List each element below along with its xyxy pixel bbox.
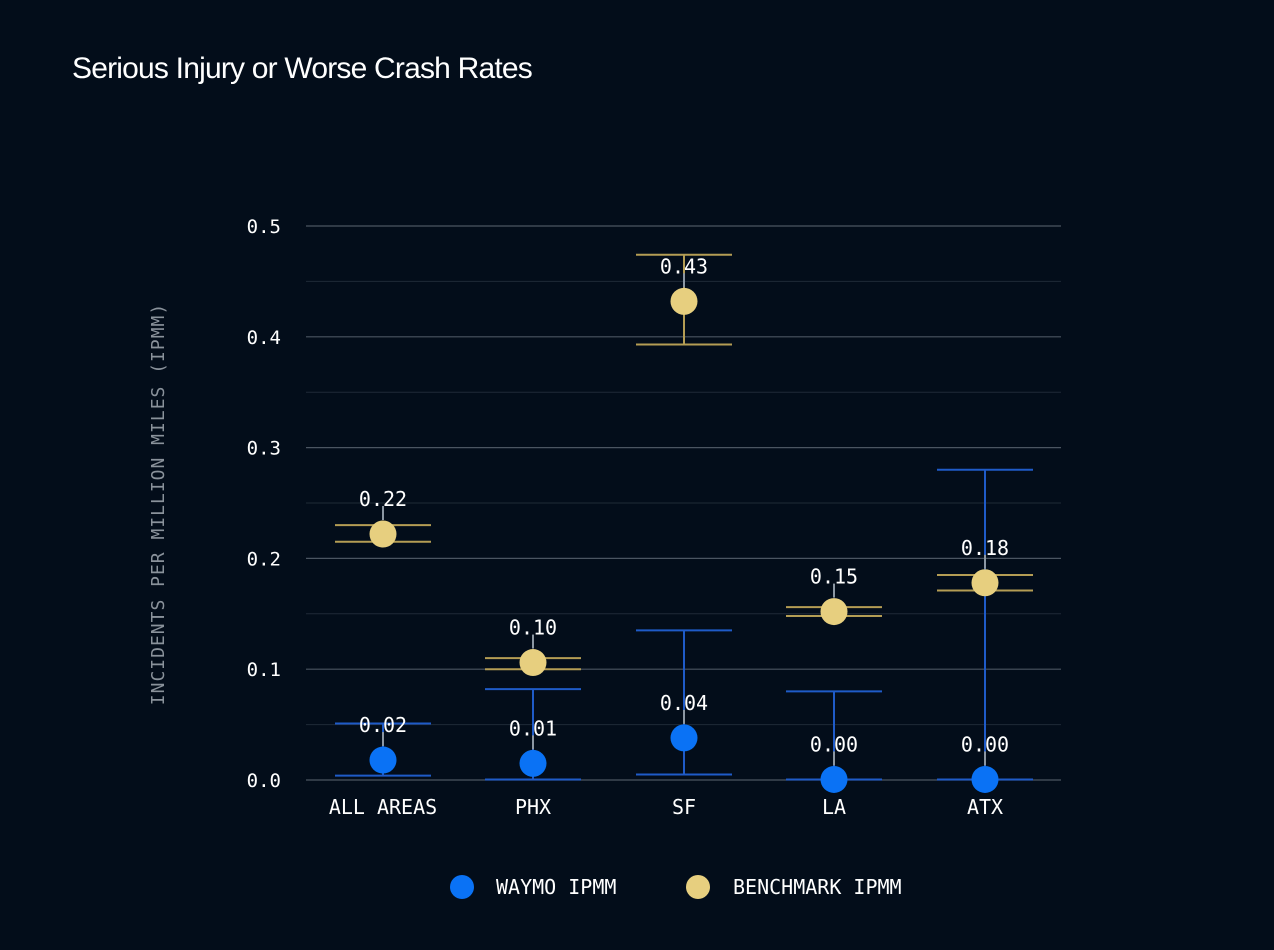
benchmark-value-label: 0.18 xyxy=(961,536,1009,560)
y-axis-ticks: 0.0 0.1 0.2 0.3 0.4 0.5 xyxy=(247,216,281,792)
benchmark-point xyxy=(670,287,698,315)
legend: WAYMO IPMM BENCHMARK IPMM xyxy=(450,875,902,899)
waymo-value-label: 0.02 xyxy=(359,713,407,737)
benchmark-value-label: 0.15 xyxy=(810,565,858,589)
benchmark-point xyxy=(971,569,999,597)
benchmark-point xyxy=(820,598,848,626)
x-tick-label: ALL AREAS xyxy=(329,795,437,819)
x-tick-label: LA xyxy=(822,795,846,819)
legend-marker-waymo xyxy=(450,875,474,899)
benchmark-point xyxy=(519,649,547,677)
waymo-value-label: 0.00 xyxy=(961,732,1009,756)
y-tick-label: 0.2 xyxy=(247,548,281,570)
benchmark-point xyxy=(369,520,397,548)
legend-marker-benchmark xyxy=(686,875,710,899)
waymo-value-label: 0.04 xyxy=(660,691,708,715)
benchmark-value-label: 0.22 xyxy=(359,487,407,511)
x-tick-label: ATX xyxy=(967,795,1003,819)
y-tick-label: 0.3 xyxy=(247,438,281,460)
x-tick-label: PHX xyxy=(515,795,551,819)
y-tick-label: 0.1 xyxy=(247,659,281,681)
waymo-value-label: 0.01 xyxy=(509,716,557,740)
benchmark-value-label: 0.10 xyxy=(509,616,557,640)
waymo-point xyxy=(369,746,397,774)
x-tick-label: SF xyxy=(672,795,696,819)
legend-label-benchmark: BENCHMARK IPMM xyxy=(733,875,902,899)
y-tick-label: 0.4 xyxy=(247,327,281,349)
y-axis-label: INCIDENTS PER MILLION MILES (IPMM) xyxy=(148,303,169,705)
waymo-point xyxy=(971,765,999,793)
y-tick-label: 0.0 xyxy=(247,770,281,792)
benchmark-value-label: 0.43 xyxy=(660,254,708,278)
waymo-point xyxy=(670,724,698,752)
plot-series: 0.22 0.02 0.10 0.01 0.43 0.04 0.15 0.00 0.18 0.00 xyxy=(335,253,1033,793)
y-tick-label: 0.5 xyxy=(247,216,281,238)
legend-label-waymo: WAYMO IPMM xyxy=(496,875,616,899)
waymo-point xyxy=(820,765,848,793)
waymo-value-label: 0.00 xyxy=(810,732,858,756)
waymo-point xyxy=(519,749,547,777)
x-axis-ticks: ALL AREAS PHX SF LA ATX xyxy=(329,795,1003,819)
chart-title: Serious Injury or Worse Crash Rates xyxy=(72,52,533,85)
